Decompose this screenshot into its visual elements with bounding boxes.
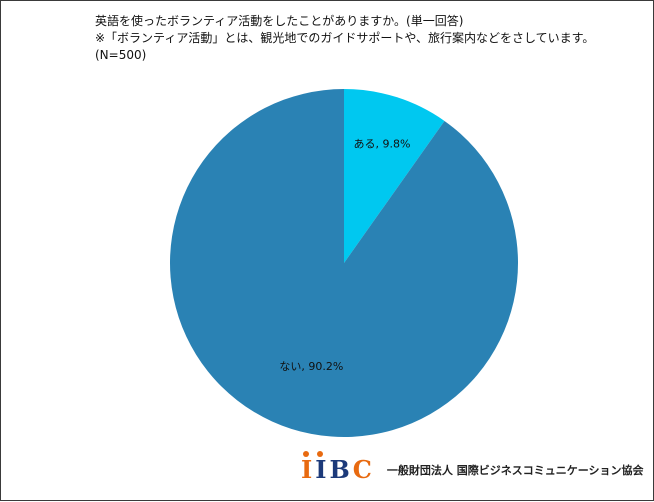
pie-slice-label-yes: ある, 9.8% xyxy=(353,138,410,151)
chart-title-line-3: (N=500) xyxy=(95,48,147,62)
organization-name: 一般財団法人 国際ビジネスコミュニケーション協会 xyxy=(386,464,644,477)
chart-title: 英語を使ったボランティア活動をしたことがありますか。(単一回答) ※「ボランティ… xyxy=(95,13,640,64)
chart-title-line-2: ※「ボランティア活動」とは、観光地でのガイドサポートや、旅行案内などをさしていま… xyxy=(95,31,595,45)
chart-title-line-1: 英語を使ったボランティア活動をしたことがありますか。(単一回答) xyxy=(95,14,464,28)
pie-slice-label-no: ない, 90.2% xyxy=(279,360,343,373)
pie-slice-no xyxy=(170,89,518,437)
pie-slice-yes xyxy=(344,89,445,263)
